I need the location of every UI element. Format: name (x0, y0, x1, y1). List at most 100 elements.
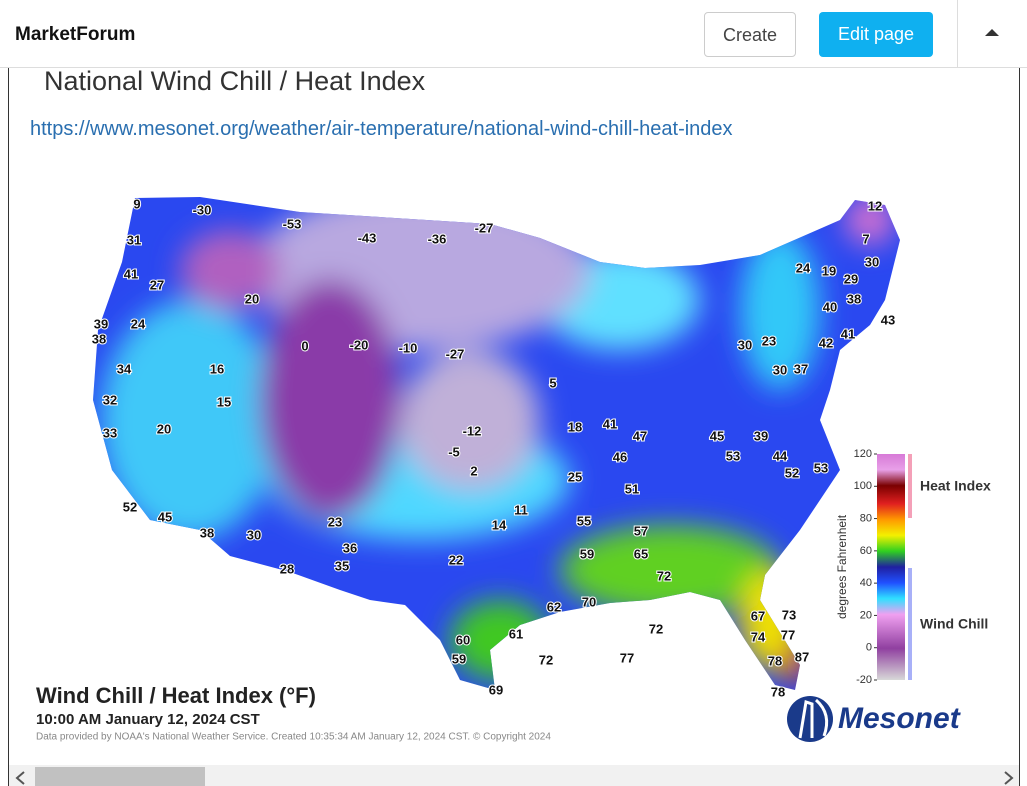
post-link[interactable]: https://www.mesonet.org/weather/air-temp… (30, 118, 733, 140)
heat-range (908, 454, 912, 518)
map-fill (93, 197, 900, 690)
legend-tick-label: 0 (866, 642, 872, 654)
map-time: 10:00 AM January 12, 2024 CST (36, 711, 260, 728)
station-reading: 36 (343, 540, 357, 555)
station-reading: 72 (539, 652, 553, 667)
station-reading: 7 (862, 231, 869, 246)
station-reading: 73 (782, 607, 796, 622)
station-reading: 67 (751, 608, 765, 623)
station-reading: 55 (577, 513, 591, 528)
station-reading: 60 (456, 632, 470, 647)
station-reading: 27 (150, 277, 164, 292)
station-reading: 30 (773, 362, 787, 377)
station-reading: 59 (580, 546, 594, 561)
station-reading: 53 (726, 448, 740, 463)
station-reading: 24 (131, 316, 146, 331)
station-reading: 23 (328, 514, 342, 529)
station-reading: 45 (710, 428, 724, 443)
station-reading: 77 (620, 650, 634, 665)
station-reading: 45 (158, 509, 172, 524)
station-reading: 24 (796, 260, 811, 275)
station-reading: 69 (489, 682, 503, 697)
station-reading: 72 (649, 621, 663, 636)
station-reading: -30 (193, 202, 212, 217)
station-reading: 38 (200, 525, 214, 540)
scroll-left[interactable] (15, 771, 25, 785)
station-reading: 30 (865, 254, 879, 269)
station-reading: 53 (814, 460, 828, 475)
station-reading: 52 (123, 499, 137, 514)
chill-range (908, 568, 912, 680)
map: 9 -30-53-43 -36-27127303141273938243432335… (9, 195, 1019, 786)
legend-tick-label: 40 (860, 577, 872, 589)
station-reading: 16 (210, 361, 224, 376)
station-reading: 62 (547, 599, 561, 614)
station-reading: 23 (762, 333, 776, 348)
station-reading: 15 (217, 394, 231, 409)
legend-tick-label: 100 (854, 480, 872, 492)
scrollbar[interactable] (9, 765, 1019, 786)
station-reading: 43 (881, 312, 895, 327)
station-reading: -5 (448, 444, 460, 459)
station-reading: -36 (428, 231, 447, 246)
edit-button[interactable]: Edit page (819, 12, 933, 57)
map-credit: Data provided by NOAA's National Weather… (36, 732, 551, 743)
station-reading: 42 (819, 335, 833, 350)
station-reading: 70 (582, 594, 596, 609)
station-reading: 37 (794, 361, 808, 376)
chill-label: Wind Chill (920, 616, 988, 632)
station-reading: 78 (768, 653, 782, 668)
station-reading: 11 (514, 502, 528, 517)
station-reading: 40 (823, 299, 837, 314)
logo-text: Mesonet (838, 702, 962, 735)
content-box (8, 68, 1020, 786)
station-reading: -27 (446, 346, 465, 361)
station-reading: -10 (399, 340, 418, 355)
station-reading: 2 (470, 463, 477, 478)
legend-tick-label: 120 (854, 448, 872, 460)
scroll-thumb[interactable] (35, 767, 205, 786)
station-reading: 59 (452, 651, 466, 666)
create-button[interactable]: Create (704, 12, 796, 57)
legend-tick-label: 20 (860, 609, 872, 621)
station-reading: 44 (773, 448, 788, 463)
station-reading: 46 (613, 449, 627, 464)
station-reading: 41 (603, 416, 617, 431)
heat-label: Heat Index (920, 478, 991, 494)
station-reading: 38 (847, 291, 861, 306)
station-reading: 22 (449, 552, 463, 567)
station-reading: -27 (475, 220, 494, 235)
station-reading: 34 (117, 361, 132, 376)
station-reading: 41 (841, 326, 855, 341)
station-reading: -12 (463, 423, 482, 438)
station-reading: 19 (822, 263, 836, 278)
station-reading: 20 (157, 421, 171, 436)
station-reading: 0 (301, 338, 308, 353)
header: MarketForum Create Edit page (0, 0, 1027, 68)
legend-tick-label: 80 (860, 512, 872, 524)
station-reading: -20 (350, 337, 369, 352)
post-title: National Wind Chill / Heat Index (44, 66, 426, 96)
station-reading: -43 (358, 230, 377, 245)
station-reading: 39 (754, 428, 768, 443)
station-reading: 74 (751, 629, 766, 644)
station-reading: 61 (509, 626, 523, 641)
brand[interactable]: MarketForum (15, 24, 136, 45)
station-reading: 38 (92, 331, 106, 346)
station-reading: 57 (634, 523, 648, 538)
station-reading: 77 (781, 627, 795, 642)
station-reading: 12 (868, 198, 882, 213)
station-reading: 29 (844, 271, 858, 286)
station-reading: 25 (568, 469, 582, 484)
legend-axis-label: degrees Fahrenheit (835, 514, 849, 619)
station-reading: 30 (738, 337, 752, 352)
color-bar (877, 454, 905, 680)
collapse-caret[interactable] (985, 29, 999, 36)
station-reading: 31 (127, 232, 141, 247)
station-reading: 5 (549, 375, 556, 390)
scroll-right[interactable] (1004, 771, 1014, 785)
station-reading: 47 (633, 428, 647, 443)
station-reading: 9 (133, 196, 140, 211)
station-reading: 28 (280, 561, 294, 576)
